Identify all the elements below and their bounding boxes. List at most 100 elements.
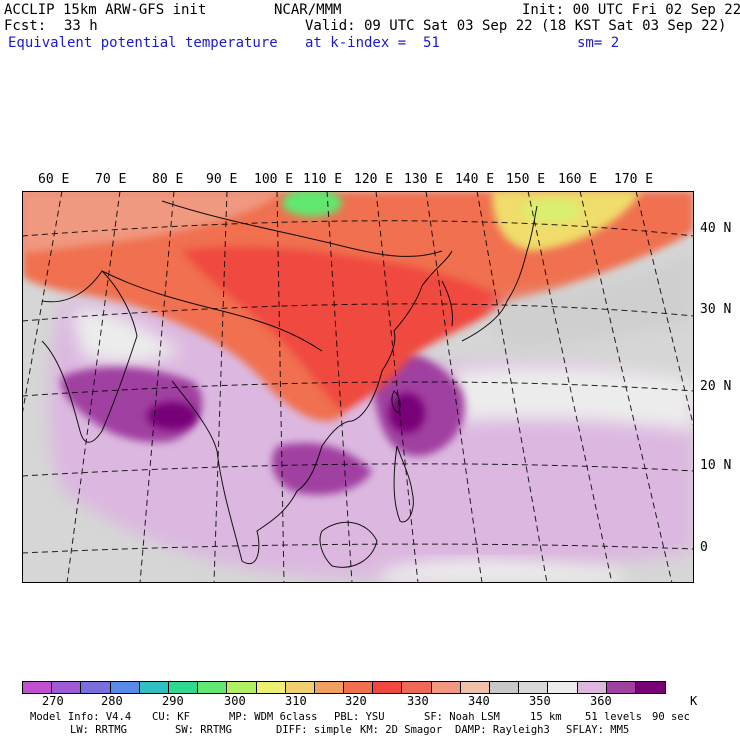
map-frame bbox=[22, 191, 694, 583]
model-info-mp: MP: WDM 6class bbox=[229, 711, 318, 723]
colorbar-swatch bbox=[285, 682, 315, 693]
model-info-sw: SW: RRTMG bbox=[175, 724, 232, 736]
model-info-sflay: SFLAY: MM5 bbox=[566, 724, 630, 736]
field-name: Equivalent potential temperature bbox=[8, 35, 278, 51]
coast-india bbox=[41, 270, 138, 443]
colorbar bbox=[22, 681, 667, 694]
colorbar-swatch bbox=[344, 682, 374, 693]
colorbar-swatch bbox=[606, 682, 636, 693]
lon-line-170e bbox=[635, 191, 694, 430]
lon-label-90e: 90 E bbox=[206, 172, 238, 187]
lon-label-70e: 70 E bbox=[95, 172, 127, 187]
coast-korea bbox=[441, 280, 453, 327]
colorbar-swatch bbox=[52, 682, 82, 693]
theta-e-map bbox=[22, 191, 694, 583]
colorbar-swatch bbox=[81, 682, 111, 693]
colorbar-swatch bbox=[548, 682, 578, 693]
coastlines bbox=[41, 200, 538, 568]
model-info-timestep: 90 sec bbox=[652, 711, 690, 723]
lon-label-120e: 120 E bbox=[354, 172, 394, 187]
level-index: at k-index = 51 bbox=[305, 35, 440, 51]
lon-line-70e bbox=[66, 191, 121, 583]
lon-line-150e bbox=[527, 191, 613, 583]
smoothing-value: sm= 2 bbox=[577, 35, 620, 51]
lon-line-120e bbox=[375, 191, 419, 583]
colorbar-label-290: 290 bbox=[162, 694, 184, 708]
model-title: ACCLIP 15km ARW-GFS init bbox=[4, 2, 207, 18]
lat-label-10n: 10 N bbox=[700, 458, 732, 473]
colorbar-label-310: 310 bbox=[285, 694, 307, 708]
model-info-diff: DIFF: simple bbox=[276, 724, 352, 736]
colorbar-swatch bbox=[139, 682, 169, 693]
colorbar-label-270: 270 bbox=[42, 694, 64, 708]
colorbar-swatch bbox=[402, 682, 432, 693]
lat-line-20n bbox=[22, 381, 694, 397]
model-info-cu: CU: KF bbox=[152, 711, 190, 723]
colorbar-swatch bbox=[168, 682, 199, 693]
lon-label-140e: 140 E bbox=[455, 172, 495, 187]
lon-line-80e bbox=[139, 191, 175, 583]
lat-line-0 bbox=[22, 543, 694, 554]
lat-label-0: 0 bbox=[700, 540, 708, 555]
lon-line-160e bbox=[579, 191, 673, 583]
white-band-2 bbox=[72, 309, 182, 363]
model-info-damp: DAMP: Rayleigh3 bbox=[455, 724, 550, 736]
model-info-pbl: PBL: YSU bbox=[334, 711, 385, 723]
purple-scs bbox=[272, 442, 372, 495]
warm-band-core bbox=[182, 246, 512, 411]
colorbar-swatch bbox=[23, 682, 53, 693]
lon-line-140e bbox=[476, 191, 548, 583]
colorbar-swatch bbox=[635, 682, 666, 693]
purple-core-bengal bbox=[147, 402, 197, 430]
colorbar-label-320: 320 bbox=[345, 694, 367, 708]
typhoon-core bbox=[389, 393, 425, 433]
lat-line-10n bbox=[22, 463, 694, 477]
colorbar-swatch bbox=[227, 682, 257, 693]
lon-label-110e: 110 E bbox=[303, 172, 343, 187]
colorbar-swatch bbox=[519, 682, 549, 693]
border-mongolia bbox=[161, 200, 443, 257]
coast-southeast-asia bbox=[171, 370, 383, 564]
lat-label-40n: 40 N bbox=[700, 221, 732, 236]
colorbar-swatch bbox=[256, 682, 286, 693]
colorbar-swatch bbox=[373, 682, 403, 693]
lat-label-20n: 20 N bbox=[700, 379, 732, 394]
lon-label-100e: 100 E bbox=[254, 172, 294, 187]
lon-line-90e bbox=[213, 191, 228, 583]
lon-label-80e: 80 E bbox=[152, 172, 184, 187]
lon-line-130e bbox=[425, 191, 483, 583]
model-info-resolution: 15 km bbox=[530, 711, 562, 723]
lon-line-110e bbox=[326, 191, 353, 583]
colorbar-label-360: 360 bbox=[590, 694, 612, 708]
colorbar-label-330: 330 bbox=[407, 694, 429, 708]
white-band-3 bbox=[382, 559, 622, 583]
lon-label-130e: 130 E bbox=[404, 172, 444, 187]
border-india-china bbox=[101, 270, 323, 352]
colorbar-swatch bbox=[110, 682, 140, 693]
yellow-band-north-pacific bbox=[492, 191, 642, 251]
green-patch-north-china bbox=[282, 191, 342, 217]
lon-label-170e: 170 E bbox=[614, 172, 654, 187]
graticule bbox=[22, 191, 694, 583]
model-info-sf: SF: Noah LSM bbox=[424, 711, 500, 723]
colorbar-swatch bbox=[460, 682, 490, 693]
lon-label-60e: 60 E bbox=[38, 172, 70, 187]
colorbar-label-350: 350 bbox=[529, 694, 551, 708]
model-info-lw: LW: RRTMG bbox=[70, 724, 127, 736]
lon-label-160e: 160 E bbox=[558, 172, 598, 187]
colorbar-unit: K bbox=[690, 694, 698, 708]
colorbar-swatch bbox=[198, 682, 228, 693]
lon-label-150e: 150 E bbox=[506, 172, 546, 187]
model-info-levels: 51 levels bbox=[585, 711, 642, 723]
lat-line-30n bbox=[22, 303, 694, 322]
coast-taiwan bbox=[391, 390, 401, 414]
lon-line-100e bbox=[276, 191, 285, 583]
model-info-km: KM: 2D Smagor bbox=[360, 724, 443, 736]
coast-borneo bbox=[319, 521, 378, 568]
colorbar-swatch bbox=[314, 682, 345, 693]
coast-japan bbox=[461, 205, 538, 342]
forecast-label: Fcst: bbox=[4, 18, 47, 34]
colorbar-label-300: 300 bbox=[224, 694, 246, 708]
warm-band-light bbox=[22, 191, 282, 253]
coast-philippines bbox=[393, 445, 414, 523]
